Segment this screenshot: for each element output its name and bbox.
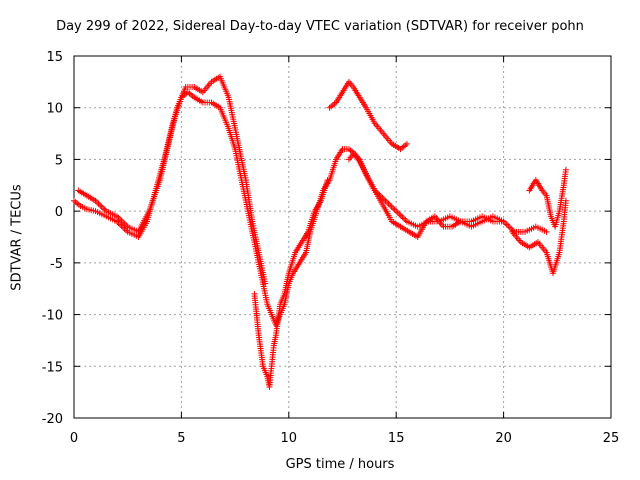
series-track-lower-spike [251,177,331,390]
y-tick-label: -15 [42,360,63,375]
data-point [562,166,569,173]
y-tick-label: 15 [46,50,63,65]
x-tick-label: 10 [281,431,298,446]
series-track-mid [345,151,507,240]
data-point [391,206,398,213]
data-point [505,222,512,229]
data-point [324,177,331,184]
y-tick-label: 5 [55,153,63,168]
y-axis-label: SDTVAR / TECUs [9,184,25,291]
data-point [98,203,105,210]
data-point [403,140,410,147]
data-point [100,205,107,212]
x-tick-labels: 0 5 10 15 20 25 [70,431,619,446]
data-point [382,197,389,204]
data-point [503,221,510,228]
data-point [385,200,392,207]
x-tick-label: 5 [177,431,185,446]
y-tick-label: -10 [42,309,63,324]
data-points [71,73,569,390]
x-tick-label: 25 [603,431,620,446]
ticks [73,55,612,419]
x-tick-label: 20 [495,431,512,446]
series-track-end [509,197,569,277]
x-tick-label: 0 [70,431,78,446]
data-point [543,228,550,235]
series-track-upper [75,73,269,287]
series-track-end-loop [526,166,569,230]
data-point [390,205,397,212]
grid [74,56,611,418]
data-point [500,218,507,225]
data-point [262,280,269,287]
y-tick-label: 10 [46,102,63,117]
data-point [400,215,407,222]
chart-title: Day 299 of 2022, Sidereal Day-to-day VTE… [56,19,584,34]
x-axis-label: GPS time / hours [285,457,395,472]
data-point [394,209,401,216]
data-point [97,202,104,209]
x-tick-label: 15 [388,431,405,446]
series-track-main [71,89,550,328]
y-tick-label: -20 [42,412,63,427]
data-point [396,211,403,218]
data-point [393,208,400,215]
y-tick-label: 0 [55,205,63,220]
y-tick-label: -5 [50,257,63,272]
y-tick-labels: -20 -15 -10 -5 0 5 10 15 [42,50,63,427]
data-point [387,202,394,209]
series-track-high-arc [326,78,410,153]
data-point [399,214,406,221]
plot-frame [73,55,612,419]
data-point [388,203,395,210]
data-point [397,212,404,219]
data-point [95,200,102,207]
